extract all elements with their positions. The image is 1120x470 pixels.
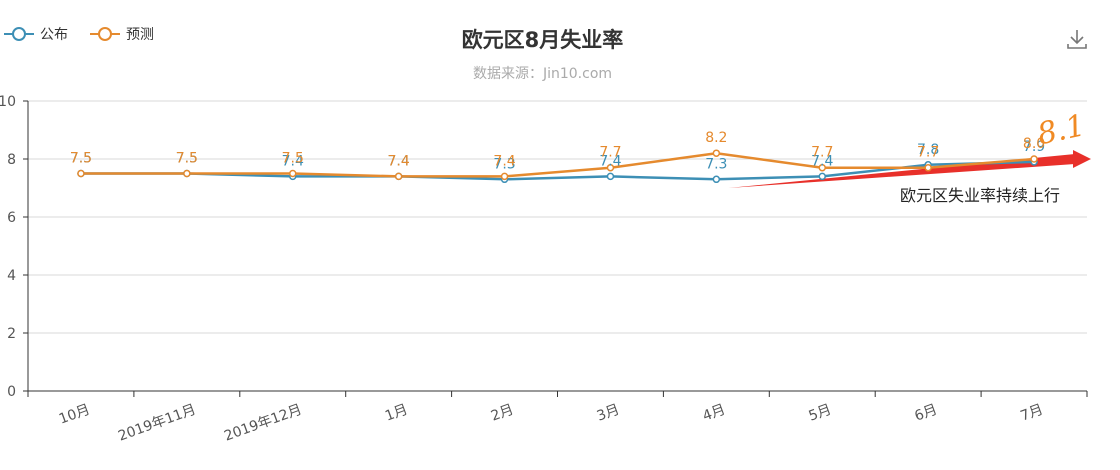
handwritten-annotation: 8.1 [1034, 108, 1088, 152]
data-label-s1-7: 7.7 [811, 145, 833, 161]
data-label-s1-3: 7.4 [388, 153, 410, 169]
legend-label-series-0: 公布 [40, 27, 68, 43]
legend-item-series-0[interactable]: 公布 [4, 24, 68, 44]
y-tick-label-4: 8 [7, 152, 16, 168]
data-label-s0-3: 7.4 [388, 153, 410, 169]
legend-item-series-1[interactable]: 预测 [90, 24, 154, 44]
data-point-s0-7 [818, 172, 826, 181]
data-label-s0-7: 7.4 [811, 153, 833, 169]
data-point-s1-4 [500, 172, 509, 181]
data-label-s1-8: 7.7 [917, 145, 939, 161]
download-icon[interactable] [1066, 28, 1088, 50]
data-point-s1-5 [606, 163, 615, 172]
x-tick-label-0: 10月 [57, 402, 92, 428]
y-tick-label-1: 2 [7, 326, 16, 342]
data-label-s0-0: 7.5 [70, 151, 92, 167]
data-label-s1-6: 8.2 [705, 130, 727, 146]
data-point-s1-3 [394, 172, 403, 181]
data-label-s1-0: 7.5 [70, 151, 92, 167]
data-point-s1-6 [712, 149, 721, 157]
data-point-s1-8 [924, 163, 932, 172]
data-label-s0-1: 7.5 [176, 151, 198, 167]
y-tick-label-5: 10 [0, 94, 16, 110]
chart-title: 欧元区8月失业率 [461, 28, 624, 52]
x-tick-label-1: 2019年11月 [116, 402, 198, 445]
data-label-s1-1: 7.5 [176, 151, 198, 167]
data-point-s1-9 [1030, 155, 1038, 163]
data-label-s1-5: 7.7 [599, 145, 621, 161]
x-tick-label-4: 2月 [489, 402, 516, 425]
data-label-s1-9: 8.0 [1023, 136, 1045, 152]
legend-swatch-series-0 [4, 27, 34, 41]
x-tick-label-8: 6月 [913, 402, 940, 425]
chart-subtitle: 数据来源：Jin10.com [472, 66, 613, 82]
series-line-0 [80, 160, 1035, 181]
legend-swatch-series-1 [90, 27, 120, 41]
x-tick-label-9: 7月 [1018, 402, 1045, 425]
y-tick-label-2: 4 [7, 268, 16, 284]
data-label-s0-8: 7.8 [917, 142, 939, 158]
data-label-s0-2: 7.4 [282, 153, 304, 169]
trend-arrow-head [1073, 150, 1091, 168]
data-point-s0-6 [712, 175, 721, 184]
data-label-s0-6: 7.3 [705, 156, 727, 172]
data-label-s1-4: 7.4 [493, 153, 515, 169]
data-point-s1-2 [289, 169, 297, 178]
data-label-s0-4: 7.3 [493, 156, 515, 172]
annotation-text: 欧元区失业率持续上行 [900, 186, 1061, 205]
legend-label-series-1: 预测 [126, 27, 154, 43]
x-tick-label-6: 4月 [701, 402, 728, 425]
x-tick-label-7: 5月 [807, 402, 834, 425]
series-line-1 [80, 151, 1035, 178]
x-tick-label-2: 2019年12月 [222, 402, 304, 445]
data-point-s1-7 [818, 163, 826, 172]
y-tick-label-0: 0 [7, 384, 16, 400]
data-point-s1-0 [77, 169, 85, 178]
data-point-s0-5 [606, 172, 615, 181]
data-label-s1-2: 7.5 [282, 151, 304, 167]
data-point-s1-1 [183, 169, 191, 178]
y-tick-label-3: 6 [7, 210, 16, 226]
data-label-s0-5: 7.4 [599, 153, 621, 169]
data-label-s0-9: 7.9 [1023, 139, 1045, 155]
legend: 公布 预测 [4, 24, 154, 44]
x-tick-label-3: 1月 [383, 402, 410, 425]
x-tick-label-5: 3月 [595, 402, 622, 425]
